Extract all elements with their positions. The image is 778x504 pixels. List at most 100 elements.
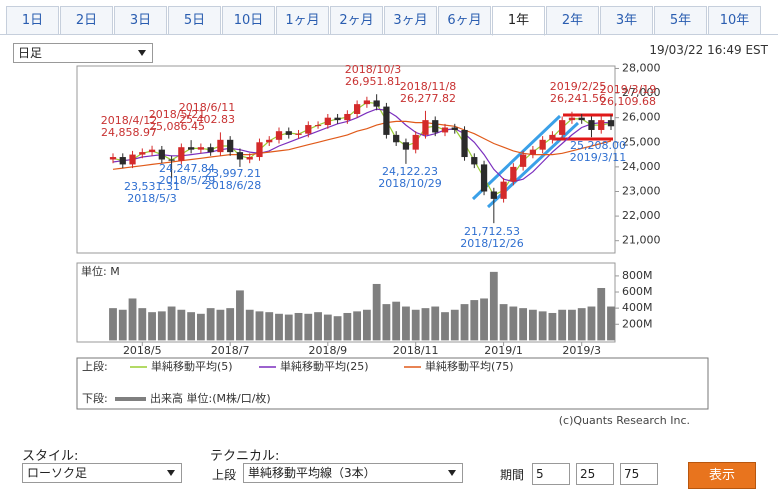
candle-body	[441, 127, 449, 133]
annotation: 2018/6/28	[205, 179, 261, 192]
volume-bar	[177, 309, 186, 341]
legend-lower-label: 下段:	[82, 391, 108, 405]
y-tick-label: 28,000	[622, 61, 661, 74]
volume-bar	[255, 311, 264, 341]
legend-label: 単純移動平均(25)	[280, 359, 369, 373]
volume-unit-label: 単位: M	[81, 264, 120, 278]
volume-bar	[548, 312, 557, 341]
annotation: 24,858.97	[101, 126, 157, 139]
candle-body	[539, 139, 546, 150]
candle-body	[412, 134, 419, 150]
style-label: スタイル:	[22, 449, 79, 464]
style-select[interactable]: ローソク足	[22, 463, 182, 483]
volume-bar	[314, 312, 322, 341]
candle-body	[432, 120, 439, 133]
moving-average-line	[112, 108, 611, 183]
period-tab[interactable]: 2年	[546, 6, 599, 35]
candle-body	[500, 181, 507, 199]
annotation: 23,997.21	[205, 167, 261, 180]
volume-bar	[431, 306, 440, 341]
volume-bar	[294, 312, 303, 341]
annotation: 23,531.31	[124, 180, 180, 193]
bar-period-select[interactable]: 日足	[13, 43, 153, 63]
x-tick-label: 2018/11	[393, 344, 439, 357]
volume-bar	[216, 309, 225, 341]
annotation: 25,402.83	[179, 113, 235, 126]
period-input[interactable]: 75	[620, 463, 658, 485]
period-tab[interactable]: 2ヶ月	[330, 6, 383, 35]
period-tab[interactable]: 10日	[222, 6, 275, 35]
y-tick-label: 23,000	[622, 184, 661, 197]
volume-bar	[167, 306, 176, 341]
annotation: 24,122.23	[382, 165, 438, 178]
period-tab[interactable]: 3日	[114, 6, 167, 35]
period-tab[interactable]: 5年	[654, 6, 707, 35]
candle-body	[129, 154, 136, 165]
volume-bar	[402, 306, 410, 341]
volume-bar	[509, 306, 518, 341]
y-tick-label: 27,000	[622, 86, 661, 99]
y-tick-label: 21,000	[622, 234, 661, 247]
volume-bar	[245, 309, 254, 341]
annotation: 2018/5/21	[149, 108, 205, 121]
candle-body	[588, 120, 595, 130]
volume-bar	[109, 308, 117, 341]
volume-bar	[441, 312, 449, 341]
annotation: 2019/2/25	[550, 80, 606, 93]
y-tick-label: 600M	[622, 285, 653, 298]
annotation: 25,208.00	[570, 139, 626, 152]
x-tick-label: 2018/7	[211, 344, 250, 357]
period-tab[interactable]: 6ヶ月	[438, 6, 491, 35]
legend-label: 単純移動平均(75)	[425, 359, 514, 373]
period-tab[interactable]: 1年	[492, 6, 545, 36]
period-input[interactable]: 5	[532, 463, 570, 485]
volume-bar	[118, 309, 127, 341]
x-tick-label: 2018/5	[123, 344, 162, 357]
period-tab[interactable]: 3年	[600, 6, 653, 35]
candle-body	[344, 113, 351, 121]
candle-body	[353, 104, 361, 114]
candle-body	[373, 100, 380, 107]
candle-body	[519, 154, 527, 167]
volume-bar	[206, 308, 215, 341]
candle-body	[490, 191, 497, 199]
candle-body	[314, 125, 322, 127]
annotation: 2018/10/29	[378, 177, 441, 190]
candle-body	[285, 131, 292, 135]
volume-bar	[392, 301, 401, 341]
upper-label: 上段	[212, 468, 237, 482]
y-tick-label: 24,000	[622, 160, 661, 173]
candle-body	[207, 147, 214, 153]
period-tab[interactable]: 1ヶ月	[276, 6, 329, 35]
candle-body	[227, 139, 234, 153]
volume-bar	[577, 308, 586, 341]
volume-bar	[372, 283, 381, 341]
moving-average-line	[112, 101, 612, 196]
volume-bar	[138, 308, 147, 341]
volume-bar	[597, 287, 606, 341]
legend-label: 出来高 単位:(M株/口/枚)	[150, 391, 271, 405]
volume-bar	[470, 300, 479, 341]
volume-bar	[411, 309, 420, 341]
y-tick-label: 25,000	[622, 135, 661, 148]
volume-bar	[343, 312, 352, 341]
annotation: 26,241.56	[550, 92, 606, 105]
period-tab[interactable]: 1日	[6, 6, 59, 35]
candle-body	[363, 100, 371, 105]
period-tab[interactable]: 10年	[708, 6, 761, 35]
candle-body	[422, 120, 429, 135]
period-input[interactable]: 25	[576, 463, 614, 485]
technical-select[interactable]: 単純移動平均線（3本）	[243, 463, 463, 483]
y-tick-label: 22,000	[622, 209, 661, 222]
volume-bar	[187, 312, 196, 341]
annotation: 2018/5/3	[127, 192, 176, 205]
volume-bar	[333, 316, 342, 341]
volume-bar	[265, 312, 274, 341]
show-button[interactable]: 表示	[688, 462, 756, 489]
annotation: 24,247.84	[159, 162, 215, 175]
candle-body	[295, 133, 302, 135]
candle-body	[119, 157, 126, 165]
candle-body	[568, 117, 576, 121]
volume-bar	[148, 312, 156, 341]
